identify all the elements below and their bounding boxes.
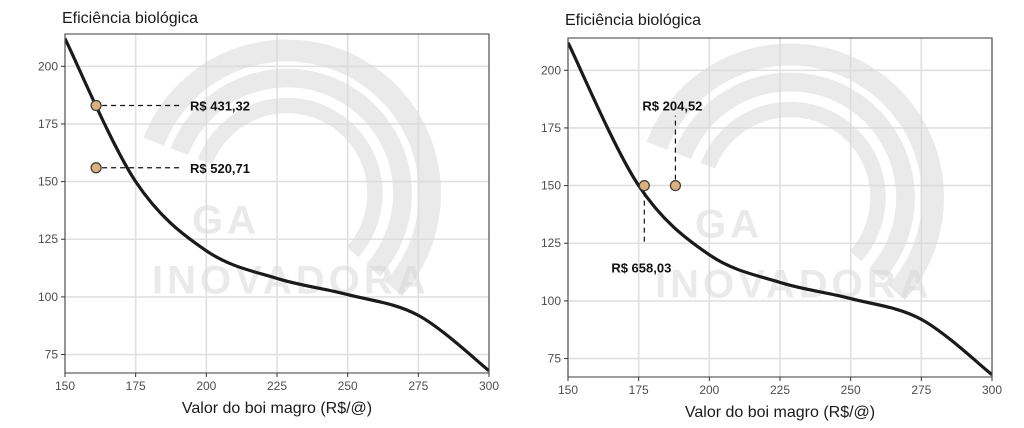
y-tick-label: 75 [45,348,59,362]
watermark-arc [197,97,383,258]
watermark-arc [170,68,412,277]
series-line [568,41,992,376]
data-point [90,162,102,174]
data-point [90,99,102,112]
y-tick-label: 125 [38,232,58,246]
x-tick-label: 275 [408,379,428,393]
watermark-arc [143,39,441,297]
data-point-label: R$ 204,52 [642,99,702,114]
x-tick-label: 225 [267,379,287,393]
x-axis-title: Valor do boi magro (R$/@) [182,400,372,417]
chart-panel-1: GA INOVADORA R$ 431,32 R$ 520,71 75 100 125 150… [38,10,499,417]
x-tick-label: 200 [196,379,216,393]
x-tick-label: 275 [911,383,931,397]
watermark-logo-text: GA [192,199,260,243]
watermark-brand-text: INOVADORA [655,263,932,307]
y-axis-title: Eficiência biológica [62,10,198,27]
x-axis-title: Valor do boi magro (R$/@) [685,404,875,421]
series-line [65,37,489,372]
x-tick-label: 300 [982,383,1002,397]
data-point-label: R$ 658,03 [611,261,671,276]
y-tick-label: 200 [541,63,561,77]
y-axis-title: Eficiência biológica [565,12,701,29]
x-tick-label: 225 [770,383,790,397]
watermark-logo-text: GA [695,203,763,247]
y-tick-label: 150 [38,175,58,189]
x-tick-label: 175 [126,379,146,393]
y-tick-label: 200 [38,59,58,73]
y-tick-label: 100 [38,290,58,304]
data-point-label: R$ 431,32 [190,98,250,113]
y-tick-label: 75 [548,352,562,366]
data-point [638,179,650,192]
watermark: GA INOVADORA [646,43,944,307]
x-tick-label: 200 [699,383,719,397]
watermark-arc [700,101,886,262]
data-point-label: R$ 520,71 [190,161,250,176]
y-tick-label: 175 [38,117,58,131]
x-tick-label: 250 [338,379,358,393]
x-tick-label: 175 [629,383,649,397]
y-tick-label: 150 [541,179,561,193]
y-tick-label: 175 [541,121,561,135]
y-tick-label: 125 [541,236,561,250]
watermark-brand-text: INOVADORA [152,259,429,303]
x-tick-label: 150 [55,379,75,393]
x-tick-label: 250 [841,383,861,397]
data-point [669,179,682,192]
y-tick-label: 100 [541,294,561,308]
x-tick-label: 150 [558,383,578,397]
x-tick-label: 300 [479,379,499,393]
watermark-arc [646,43,944,301]
watermark-arc [673,72,915,281]
watermark: GA INOVADORA [143,39,441,303]
